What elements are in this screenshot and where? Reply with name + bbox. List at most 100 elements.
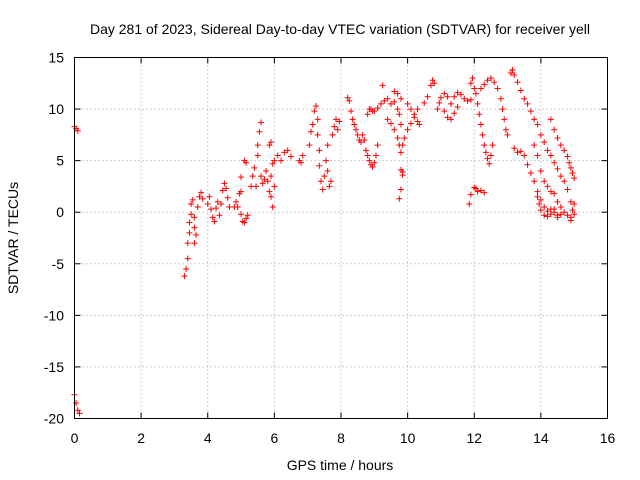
data-point xyxy=(361,137,368,144)
data-point xyxy=(487,75,494,82)
data-point xyxy=(266,188,273,195)
data-point xyxy=(194,204,201,211)
data-point xyxy=(537,196,544,203)
data-point xyxy=(401,134,408,141)
data-point xyxy=(524,100,531,107)
data-point xyxy=(324,142,331,149)
data-point xyxy=(268,193,275,200)
data-point xyxy=(309,121,316,128)
data-point xyxy=(482,149,489,156)
data-point xyxy=(336,118,343,125)
data-point xyxy=(444,114,451,121)
data-point xyxy=(189,196,196,203)
data-point xyxy=(404,126,411,133)
data-point xyxy=(74,127,81,134)
y-tick-labels: -20 -15 -10 -5 0 5 10 15 xyxy=(44,50,64,427)
data-point xyxy=(457,91,464,98)
data-point xyxy=(472,185,479,192)
data-point xyxy=(447,116,454,123)
data-point xyxy=(193,231,200,238)
data-point xyxy=(551,159,558,166)
data-point xyxy=(329,131,336,138)
data-point xyxy=(544,183,551,190)
data-point xyxy=(394,106,401,113)
data-point xyxy=(451,93,458,100)
data-point xyxy=(218,200,225,207)
data-point xyxy=(181,273,188,280)
data-point xyxy=(567,217,574,224)
data-point xyxy=(238,188,245,195)
data-point xyxy=(323,157,330,164)
data-point xyxy=(244,212,251,219)
data-point xyxy=(477,85,484,92)
data-point xyxy=(557,173,564,180)
data-point xyxy=(261,176,268,183)
data-point xyxy=(351,121,358,128)
data-point xyxy=(554,214,561,221)
data-point xyxy=(219,187,226,194)
data-point xyxy=(476,111,483,118)
data-point xyxy=(557,142,564,149)
data-point xyxy=(534,188,541,195)
data-point xyxy=(188,200,195,207)
data-point xyxy=(564,212,571,219)
data-point xyxy=(509,66,516,73)
data-point xyxy=(421,99,428,106)
data-point xyxy=(414,106,421,113)
x-tick-label: 10 xyxy=(400,430,416,446)
y-axis-label: SDTVAR / TECUs xyxy=(5,182,21,294)
data-point xyxy=(349,116,356,123)
data-point xyxy=(427,82,434,89)
data-point xyxy=(208,206,215,213)
data-point xyxy=(472,90,479,97)
data-point xyxy=(471,85,478,92)
data-point xyxy=(263,167,270,174)
data-point xyxy=(223,185,230,192)
y-tick-label: -5 xyxy=(52,256,65,272)
y-tick-label: 10 xyxy=(48,101,64,117)
data-point xyxy=(544,208,551,215)
data-point xyxy=(469,75,476,82)
data-point xyxy=(234,204,241,211)
data-point xyxy=(278,157,285,164)
data-point xyxy=(371,108,378,115)
data-point xyxy=(346,97,353,104)
data-point xyxy=(206,193,213,200)
data-point xyxy=(249,173,256,180)
data-point xyxy=(554,134,561,141)
x-tick-label: 4 xyxy=(204,430,212,446)
data-point xyxy=(306,142,313,149)
data-point xyxy=(241,219,248,226)
data-point xyxy=(514,79,521,86)
data-point xyxy=(374,142,381,149)
data-point xyxy=(256,128,263,135)
data-point xyxy=(396,111,403,118)
data-point xyxy=(407,120,414,127)
data-point xyxy=(431,80,438,87)
data-point xyxy=(396,195,403,202)
data-point xyxy=(507,69,514,76)
data-point xyxy=(541,139,548,146)
data-point xyxy=(571,175,578,182)
data-point xyxy=(284,147,291,154)
data-point xyxy=(557,204,564,211)
data-point xyxy=(479,131,486,138)
data-point xyxy=(467,191,474,198)
data-point xyxy=(561,178,568,185)
x-tick-label: 8 xyxy=(337,430,345,446)
data-point xyxy=(391,98,398,105)
data-point xyxy=(216,212,223,219)
data-point xyxy=(416,121,423,128)
data-point xyxy=(551,206,558,213)
data-point xyxy=(328,178,335,185)
data-point xyxy=(531,178,538,185)
data-point xyxy=(397,121,404,128)
data-point xyxy=(243,215,250,222)
data-point xyxy=(444,93,451,100)
data-point xyxy=(264,178,271,185)
data-point xyxy=(362,147,369,154)
data-point xyxy=(537,167,544,174)
data-point xyxy=(311,108,318,115)
data-point xyxy=(537,207,544,214)
data-point xyxy=(551,126,558,133)
